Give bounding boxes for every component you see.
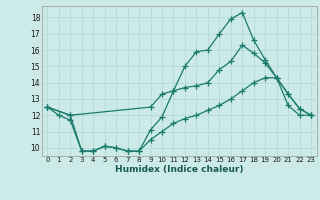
X-axis label: Humidex (Indice chaleur): Humidex (Indice chaleur)	[115, 165, 244, 174]
